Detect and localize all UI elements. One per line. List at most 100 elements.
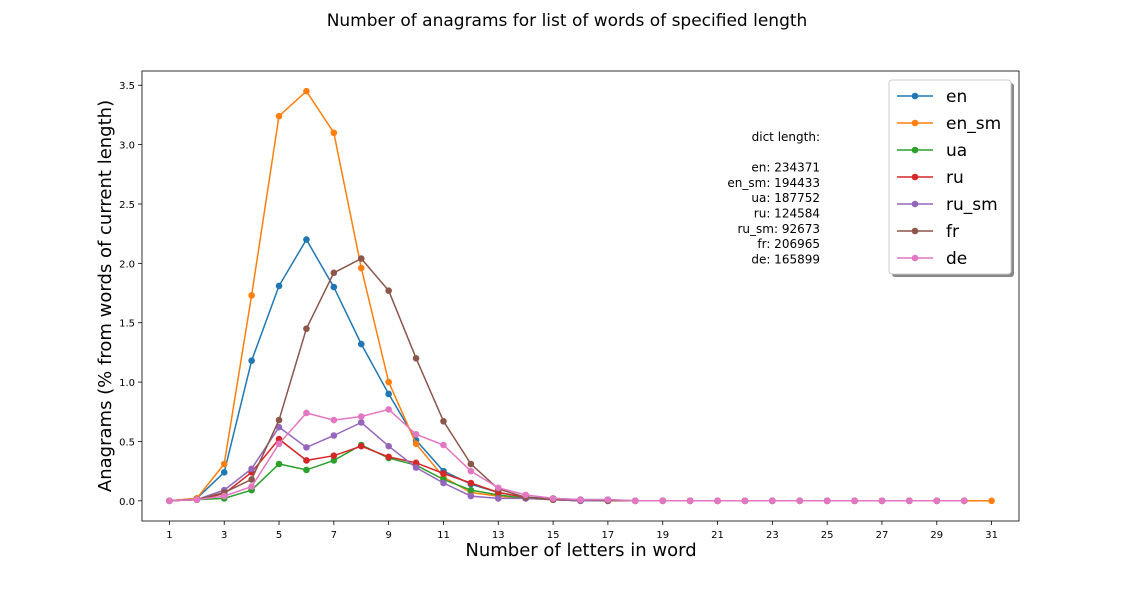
data-point-fr (440, 417, 447, 425)
data-point-en (330, 283, 338, 291)
data-point-de (330, 416, 338, 424)
data-point-de (275, 440, 283, 448)
y-axis-ticks: 0.0 0.5 1.0 1.5 2.0 2.5 3.0 3.5 (119, 81, 142, 508)
data-point-de (796, 497, 804, 505)
data-point-de (851, 497, 858, 505)
legend-label-ua: ua (946, 141, 967, 161)
data-point-fr (303, 325, 310, 332)
data-point-en_sm (330, 129, 338, 137)
data-point-en_sm (275, 112, 283, 120)
series-fr (166, 255, 968, 505)
data-point-en (385, 390, 392, 398)
data-point-ua (330, 457, 338, 464)
series-line-en_sm (169, 90, 992, 502)
data-point-de (440, 441, 447, 449)
legend-label-de: de (946, 249, 967, 269)
x-tick-label: 3 (221, 530, 227, 541)
x-tick-label: 1 (166, 530, 172, 541)
data-point-de (769, 497, 776, 505)
x-tick-label: 27 (876, 530, 889, 541)
data-point-de (248, 483, 255, 490)
x-axis-label: Number of letters in word (465, 540, 696, 561)
data-point-de (906, 497, 913, 505)
data-point-de (604, 496, 612, 503)
legend-label-ru: ru (946, 168, 964, 188)
data-point-fr (467, 460, 475, 468)
data-point-en_sm (988, 497, 995, 505)
legend-marker-en_sm (911, 119, 919, 127)
data-point-ru_sm (303, 444, 310, 451)
data-point-ru_sm (330, 432, 338, 439)
data-point-en (275, 282, 283, 290)
data-point-ru_sm (385, 442, 392, 450)
x-axis-ticks: 1 3 5 7 9 11 13 15 17 19 21 23 25 27 29 31 (166, 521, 998, 541)
y-tick-label: 2.5 (119, 200, 135, 211)
series-ua (166, 441, 968, 505)
data-point-de (357, 413, 365, 420)
data-point-fr (385, 287, 392, 294)
data-point-en (357, 340, 365, 348)
x-tick-label: 13 (492, 530, 505, 541)
data-point-ru_sm (275, 423, 283, 431)
data-point-ru_sm (412, 464, 420, 471)
legend-label-ru_sm: ru_sm (946, 195, 998, 215)
data-point-ua (275, 460, 283, 468)
data-point-de (741, 497, 749, 505)
series-line-ua (169, 444, 965, 502)
data-point-de (522, 491, 529, 499)
data-point-de (494, 484, 502, 492)
data-point-en_sm (220, 460, 228, 468)
data-point-de (632, 497, 639, 505)
legend-box (888, 79, 1012, 275)
data-point-fr (275, 416, 283, 424)
data-point-en (220, 469, 228, 476)
data-point-en_sm (303, 87, 310, 95)
x-tick-label: 19 (656, 530, 669, 541)
x-tick-label: 29 (930, 530, 943, 541)
annotation-line: ru: 124584 (754, 207, 820, 221)
data-point-en_sm (357, 264, 365, 272)
data-point-de (960, 497, 968, 505)
series-line-en (169, 238, 965, 502)
series-ru (166, 435, 968, 505)
series-en (166, 236, 968, 505)
x-tick-label: 7 (331, 530, 337, 541)
legend-label-en: en (946, 87, 967, 107)
data-point-de (193, 496, 201, 503)
legend-marker-fr (911, 227, 919, 235)
annotation-line: en: 234371 (751, 161, 820, 175)
data-point-ua (467, 486, 475, 494)
x-tick-label: 15 (547, 530, 560, 541)
legend-label-en_sm: en_sm (946, 114, 1001, 134)
data-point-ru (440, 470, 447, 477)
legend-marker-en (911, 92, 919, 100)
data-point-de (467, 467, 475, 475)
data-point-en (248, 357, 255, 365)
chart-title: Number of anagrams for list of words of … (327, 11, 808, 31)
y-tick-label: 2.0 (119, 259, 135, 270)
x-tick-label: 11 (437, 530, 450, 541)
y-tick-label: 0.0 (119, 497, 135, 508)
data-point-de (659, 497, 667, 505)
series-line-ru (169, 438, 965, 502)
series-layer (166, 87, 995, 505)
data-point-ru (330, 452, 338, 459)
legend-marker-ua (911, 146, 919, 154)
data-point-de (686, 497, 694, 505)
annotation-line: fr: 206965 (757, 237, 820, 251)
data-point-fr (330, 269, 338, 277)
data-point-ua (303, 466, 310, 474)
annotation-line: ua: 187752 (751, 191, 820, 205)
data-point-en_sm (412, 440, 420, 448)
data-point-de (303, 409, 310, 417)
data-point-de (385, 406, 392, 413)
y-tick-label: 3.0 (119, 141, 135, 152)
data-point-ru (467, 479, 475, 487)
plot-area (141, 70, 1020, 522)
data-point-en_sm (385, 378, 392, 386)
data-point-de (412, 431, 420, 438)
legend-marker-ru_sm (911, 200, 919, 208)
series-line-fr (169, 257, 965, 502)
series-line-de (169, 408, 965, 502)
